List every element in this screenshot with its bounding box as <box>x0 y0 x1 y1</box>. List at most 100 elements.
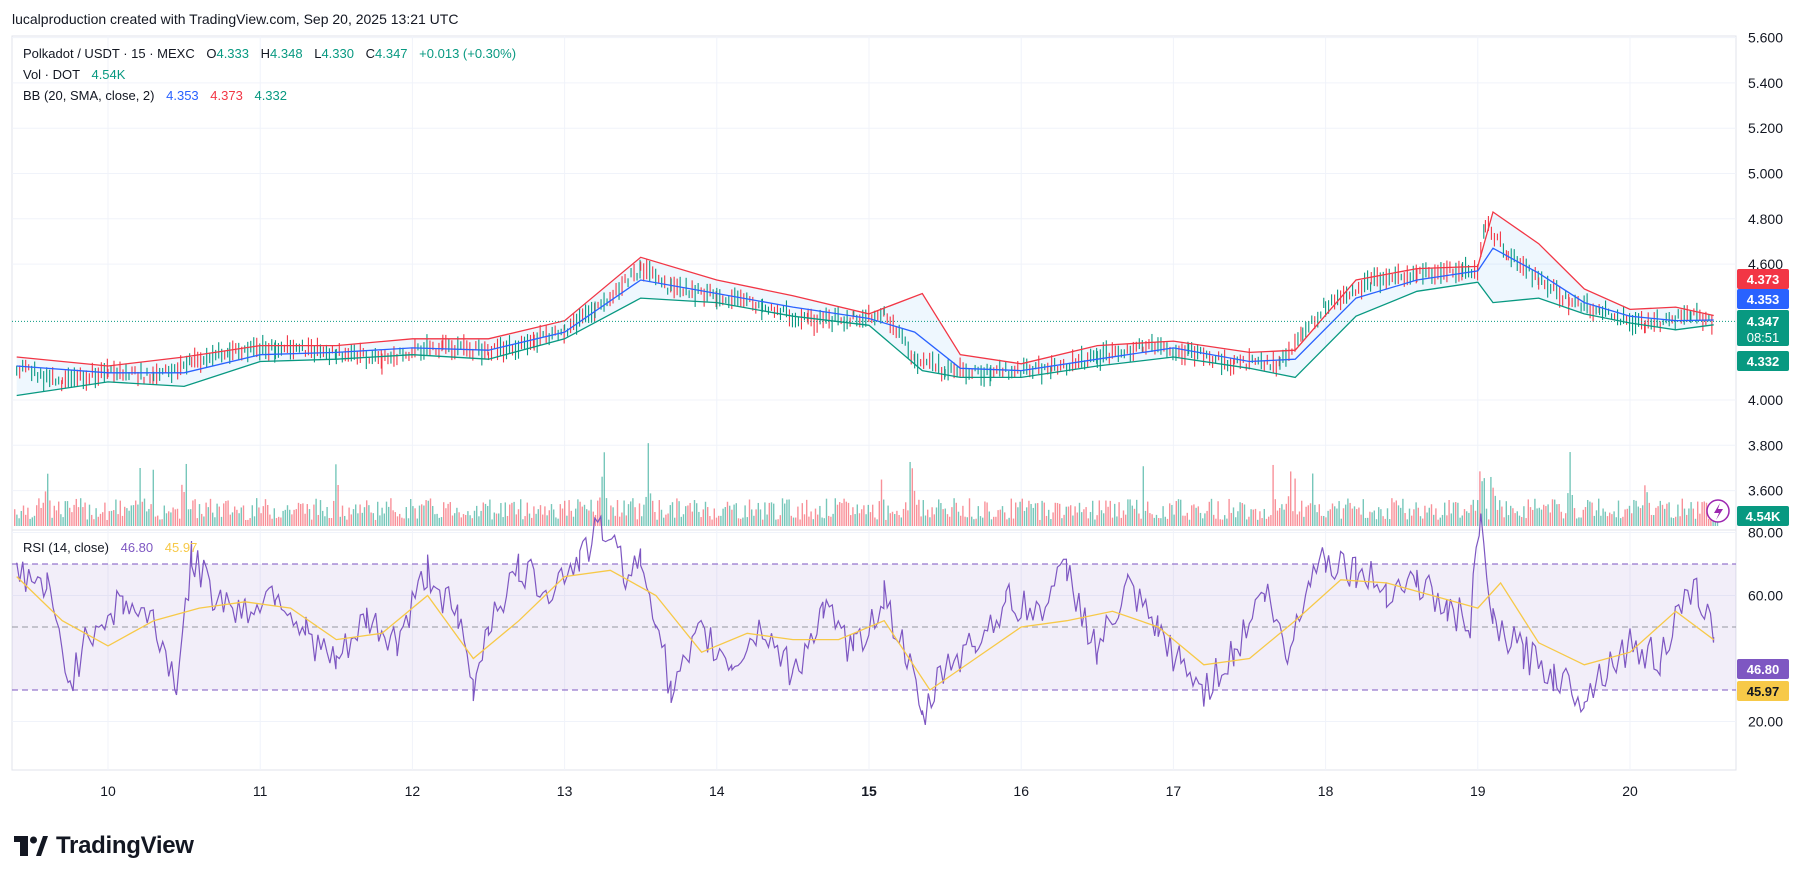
volume-bar <box>216 503 218 526</box>
volume-bar <box>1213 514 1215 526</box>
volume-bar <box>1111 517 1114 526</box>
volume-bar <box>539 505 542 526</box>
volume-bar <box>1576 518 1578 526</box>
volume-bar <box>1483 478 1485 526</box>
rsi-label[interactable]: RSI (14, close) <box>23 540 109 555</box>
rsi-line <box>16 513 1715 726</box>
volume-bar <box>1540 509 1543 526</box>
volume-bar <box>696 503 698 526</box>
volume-bar <box>1490 476 1492 526</box>
volume-bar <box>597 500 599 526</box>
bb-basis-line <box>16 247 1714 374</box>
volume-bar <box>964 516 966 526</box>
volume-bar <box>1336 508 1338 526</box>
volume-bar <box>1094 519 1096 526</box>
chart-credit: lucalproduction created with TradingView… <box>12 11 459 27</box>
volume-bar <box>405 507 407 526</box>
volume-bar <box>1107 506 1109 526</box>
volume-bar <box>1089 511 1092 526</box>
volume-bar <box>691 511 693 526</box>
volume-bar <box>1705 502 1708 526</box>
bb-label[interactable]: BB (20, SMA, close, 2) <box>23 88 155 103</box>
volume-bar <box>1081 512 1083 526</box>
volume-bar <box>66 501 69 526</box>
volume-bar <box>1195 507 1197 526</box>
volume-bar <box>1202 518 1204 526</box>
volume-bar <box>1237 511 1239 526</box>
volume-bar <box>447 503 449 526</box>
volume-bar <box>1065 506 1067 526</box>
x-axis-tick-label: 20 <box>1622 783 1638 799</box>
volume-bar <box>247 519 249 526</box>
volume-bar <box>1474 510 1477 526</box>
volume-bar <box>724 507 726 526</box>
volume-bar <box>1276 510 1279 526</box>
volume-bar <box>1160 518 1162 526</box>
volume-bar <box>645 496 647 526</box>
volume-bar <box>1301 500 1303 526</box>
volume-bar <box>421 504 423 526</box>
volume-bar <box>1655 507 1657 526</box>
volume-bar <box>181 484 183 526</box>
volume-bar <box>1708 518 1710 526</box>
volume-bar <box>1450 513 1452 526</box>
volume-bar <box>553 509 555 526</box>
volume-bar <box>1030 504 1032 526</box>
volume-bar <box>874 517 876 526</box>
volume-bar <box>590 499 592 526</box>
volume-bar <box>352 509 355 526</box>
volume-bar <box>735 503 737 526</box>
volume-bar <box>1059 503 1061 526</box>
volume-bar <box>467 511 469 526</box>
volume-bar <box>636 519 638 526</box>
volume-bar <box>1164 516 1166 526</box>
bb-basis-price-tag: 4.353 <box>1747 292 1780 307</box>
volume-bar <box>1373 510 1375 526</box>
volume-bar <box>1120 517 1122 526</box>
volume-bar <box>262 506 264 526</box>
volume-bar <box>1556 504 1558 526</box>
symbol-label[interactable]: Polkadot / USDT · 15 · MEXC <box>23 46 195 61</box>
volume-bar <box>601 476 603 526</box>
volume-bar <box>1048 509 1050 526</box>
volume-bar <box>572 516 575 526</box>
volume-bar <box>1012 518 1015 526</box>
volume-bar <box>909 461 911 526</box>
volume-bar <box>335 464 337 526</box>
volume-bar <box>1604 511 1606 526</box>
volume-bar <box>878 501 880 526</box>
open-value: 4.333 <box>216 46 250 61</box>
volume-bar <box>1182 515 1184 526</box>
rsi-value-tag: 46.80 <box>1747 662 1780 677</box>
volume-bar <box>1512 508 1514 526</box>
volume-bar <box>1426 512 1428 526</box>
volume-bar <box>1142 466 1144 526</box>
volume-bar <box>1404 513 1406 526</box>
lightning-icon[interactable] <box>1706 499 1730 523</box>
volume-bar <box>929 517 931 526</box>
volume-bar <box>819 505 821 526</box>
volume-bar <box>372 513 374 526</box>
volume-bar <box>1180 499 1182 526</box>
volume-bar <box>1675 516 1677 526</box>
volume-bar <box>1314 504 1316 526</box>
volume-bar <box>649 493 652 526</box>
volume-bar <box>317 514 319 526</box>
volume-bar <box>1193 504 1195 526</box>
volume-bar <box>1384 518 1386 526</box>
volume-bar <box>979 516 982 526</box>
volume-bar <box>1061 518 1063 526</box>
volume-bar <box>1518 515 1521 526</box>
volume-bar <box>130 505 132 526</box>
tradingview-logo[interactable]: TradingView <box>14 832 194 860</box>
x-axis-tick-label: 16 <box>1013 783 1029 799</box>
volume-bar <box>38 498 40 526</box>
volume-bar <box>1246 519 1248 526</box>
volume-bar <box>759 509 762 526</box>
volume-bar <box>1534 498 1536 526</box>
volume-bar <box>1681 498 1683 526</box>
volume-label[interactable]: Vol · DOT <box>23 67 80 82</box>
volume-bar <box>42 502 44 526</box>
volume-bar <box>1466 511 1468 526</box>
